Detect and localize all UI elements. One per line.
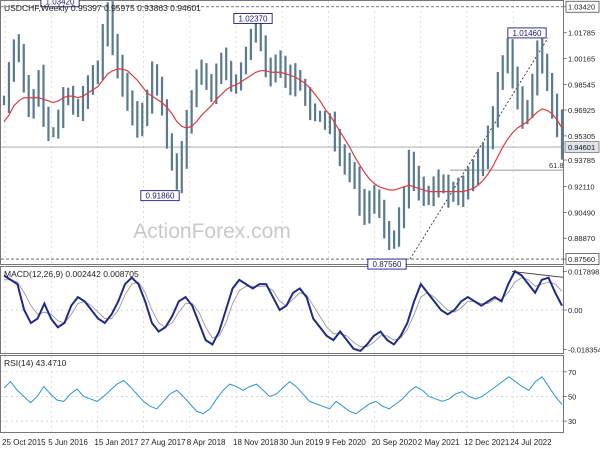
price-series <box>2 1 564 250</box>
y-tick-label: 0.87560 <box>568 255 595 264</box>
price-annotation-box <box>233 12 273 24</box>
rsi-panel-frame <box>0 355 564 433</box>
y-level-box <box>565 253 600 265</box>
price-annotation-label: 1.03420 <box>46 0 75 7</box>
price-y-axis: 1.03420 1.01785 1.00165 0.98545 0.96925 0.953… <box>563 0 600 265</box>
price-annotation-label: 1.01460 <box>513 29 542 38</box>
price-annotation-box <box>140 190 180 202</box>
x-tick-label: 12 Dec 2021 <box>464 438 510 447</box>
macd-series <box>3 269 564 353</box>
trendline <box>409 37 549 260</box>
rsi-title: RSI(14) 43.4710 <box>4 358 67 368</box>
y-tick-label: 0.88870 <box>568 234 595 243</box>
x-tick-label: 30 Jun 2019 <box>279 438 324 447</box>
price-annotation-label: 0.87560 <box>373 260 402 269</box>
x-tick-label: 8 Apr 2018 <box>187 438 226 447</box>
macd-line <box>3 269 563 353</box>
price-annotation-box <box>367 258 407 270</box>
price-annotation-box <box>40 0 80 8</box>
y-level-box <box>565 0 600 13</box>
y-tick-label: 0.00 <box>568 306 583 315</box>
current-price-box <box>564 141 600 153</box>
y-tick-label: 0.98545 <box>568 80 595 89</box>
price-grid <box>4 1 514 432</box>
x-tick-label: 5 Jun 2016 <box>48 438 88 447</box>
x-tick-label: 15 Jan 2017 <box>94 438 139 447</box>
rsi-grid <box>1 371 563 422</box>
price-annotation-box <box>507 27 547 39</box>
chart-header: USDCHF,Weekly 0.95397 0.95975 0.93863 0.… <box>4 3 201 13</box>
x-tick-label: 20 Sep 2020 <box>372 438 418 447</box>
rsi-y-axis: 70 50 30 <box>563 368 576 426</box>
x-tick-label: 18 Nov 2018 <box>233 438 279 447</box>
y-tick-label: 0.96925 <box>568 106 595 115</box>
signal-line <box>4 277 563 348</box>
time-x-axis: 25 Oct 2015 5 Jun 2016 15 Jan 2017 27 Aug 2… <box>2 438 552 447</box>
rsi-line <box>3 376 563 415</box>
rsi-series <box>3 376 563 415</box>
moving-average-line <box>3 68 563 193</box>
price-annotation-label: 0.91860 <box>146 192 175 201</box>
y-tick-label: 0.90490 <box>568 208 595 217</box>
fib-label: 61.8 <box>549 161 564 170</box>
moving-average-series <box>3 68 563 193</box>
watermark: ActionForex.com <box>133 220 291 243</box>
y-tick-label: 1.03420 <box>568 3 595 12</box>
y-tick-label: -0.018354 <box>568 346 600 355</box>
y-tick-label: 30 <box>568 417 576 426</box>
trend-line <box>409 37 549 260</box>
y-tick-label: 0.017898 <box>568 267 599 276</box>
y-tick-label: 0.95305 <box>568 132 595 141</box>
y-tick-label: 50 <box>568 392 576 401</box>
x-tick-label: 9 Feb 2020 <box>325 438 366 447</box>
price-annotation-label: 1.02370 <box>239 14 268 23</box>
x-tick-label: 25 Oct 2015 <box>2 438 46 447</box>
macd-y-axis: 0.017898 0.00 -0.018354 <box>563 267 600 355</box>
price-annotations: 1.03420 0.91860 1.02370 0.87560 1.01460 61.8 <box>40 0 564 270</box>
y-tick-label: 70 <box>568 368 576 377</box>
macd-trend-line <box>511 270 564 278</box>
y-tick-label: 1.01785 <box>568 29 595 38</box>
macd-title: MACD(12,26,9) 0.002442 0.008705 <box>4 269 139 279</box>
y-tick-label: 0.92110 <box>568 183 595 192</box>
y-tick-label: 1.00165 <box>568 55 595 64</box>
current-price-label: 0.94601 <box>568 143 595 152</box>
y-tick-label: 0.93785 <box>568 156 595 165</box>
x-tick-label: 24 Jul 2022 <box>510 438 552 447</box>
x-tick-label: 27 Aug 2017 <box>141 438 186 447</box>
x-tick-label: 2 May 2021 <box>418 438 460 447</box>
